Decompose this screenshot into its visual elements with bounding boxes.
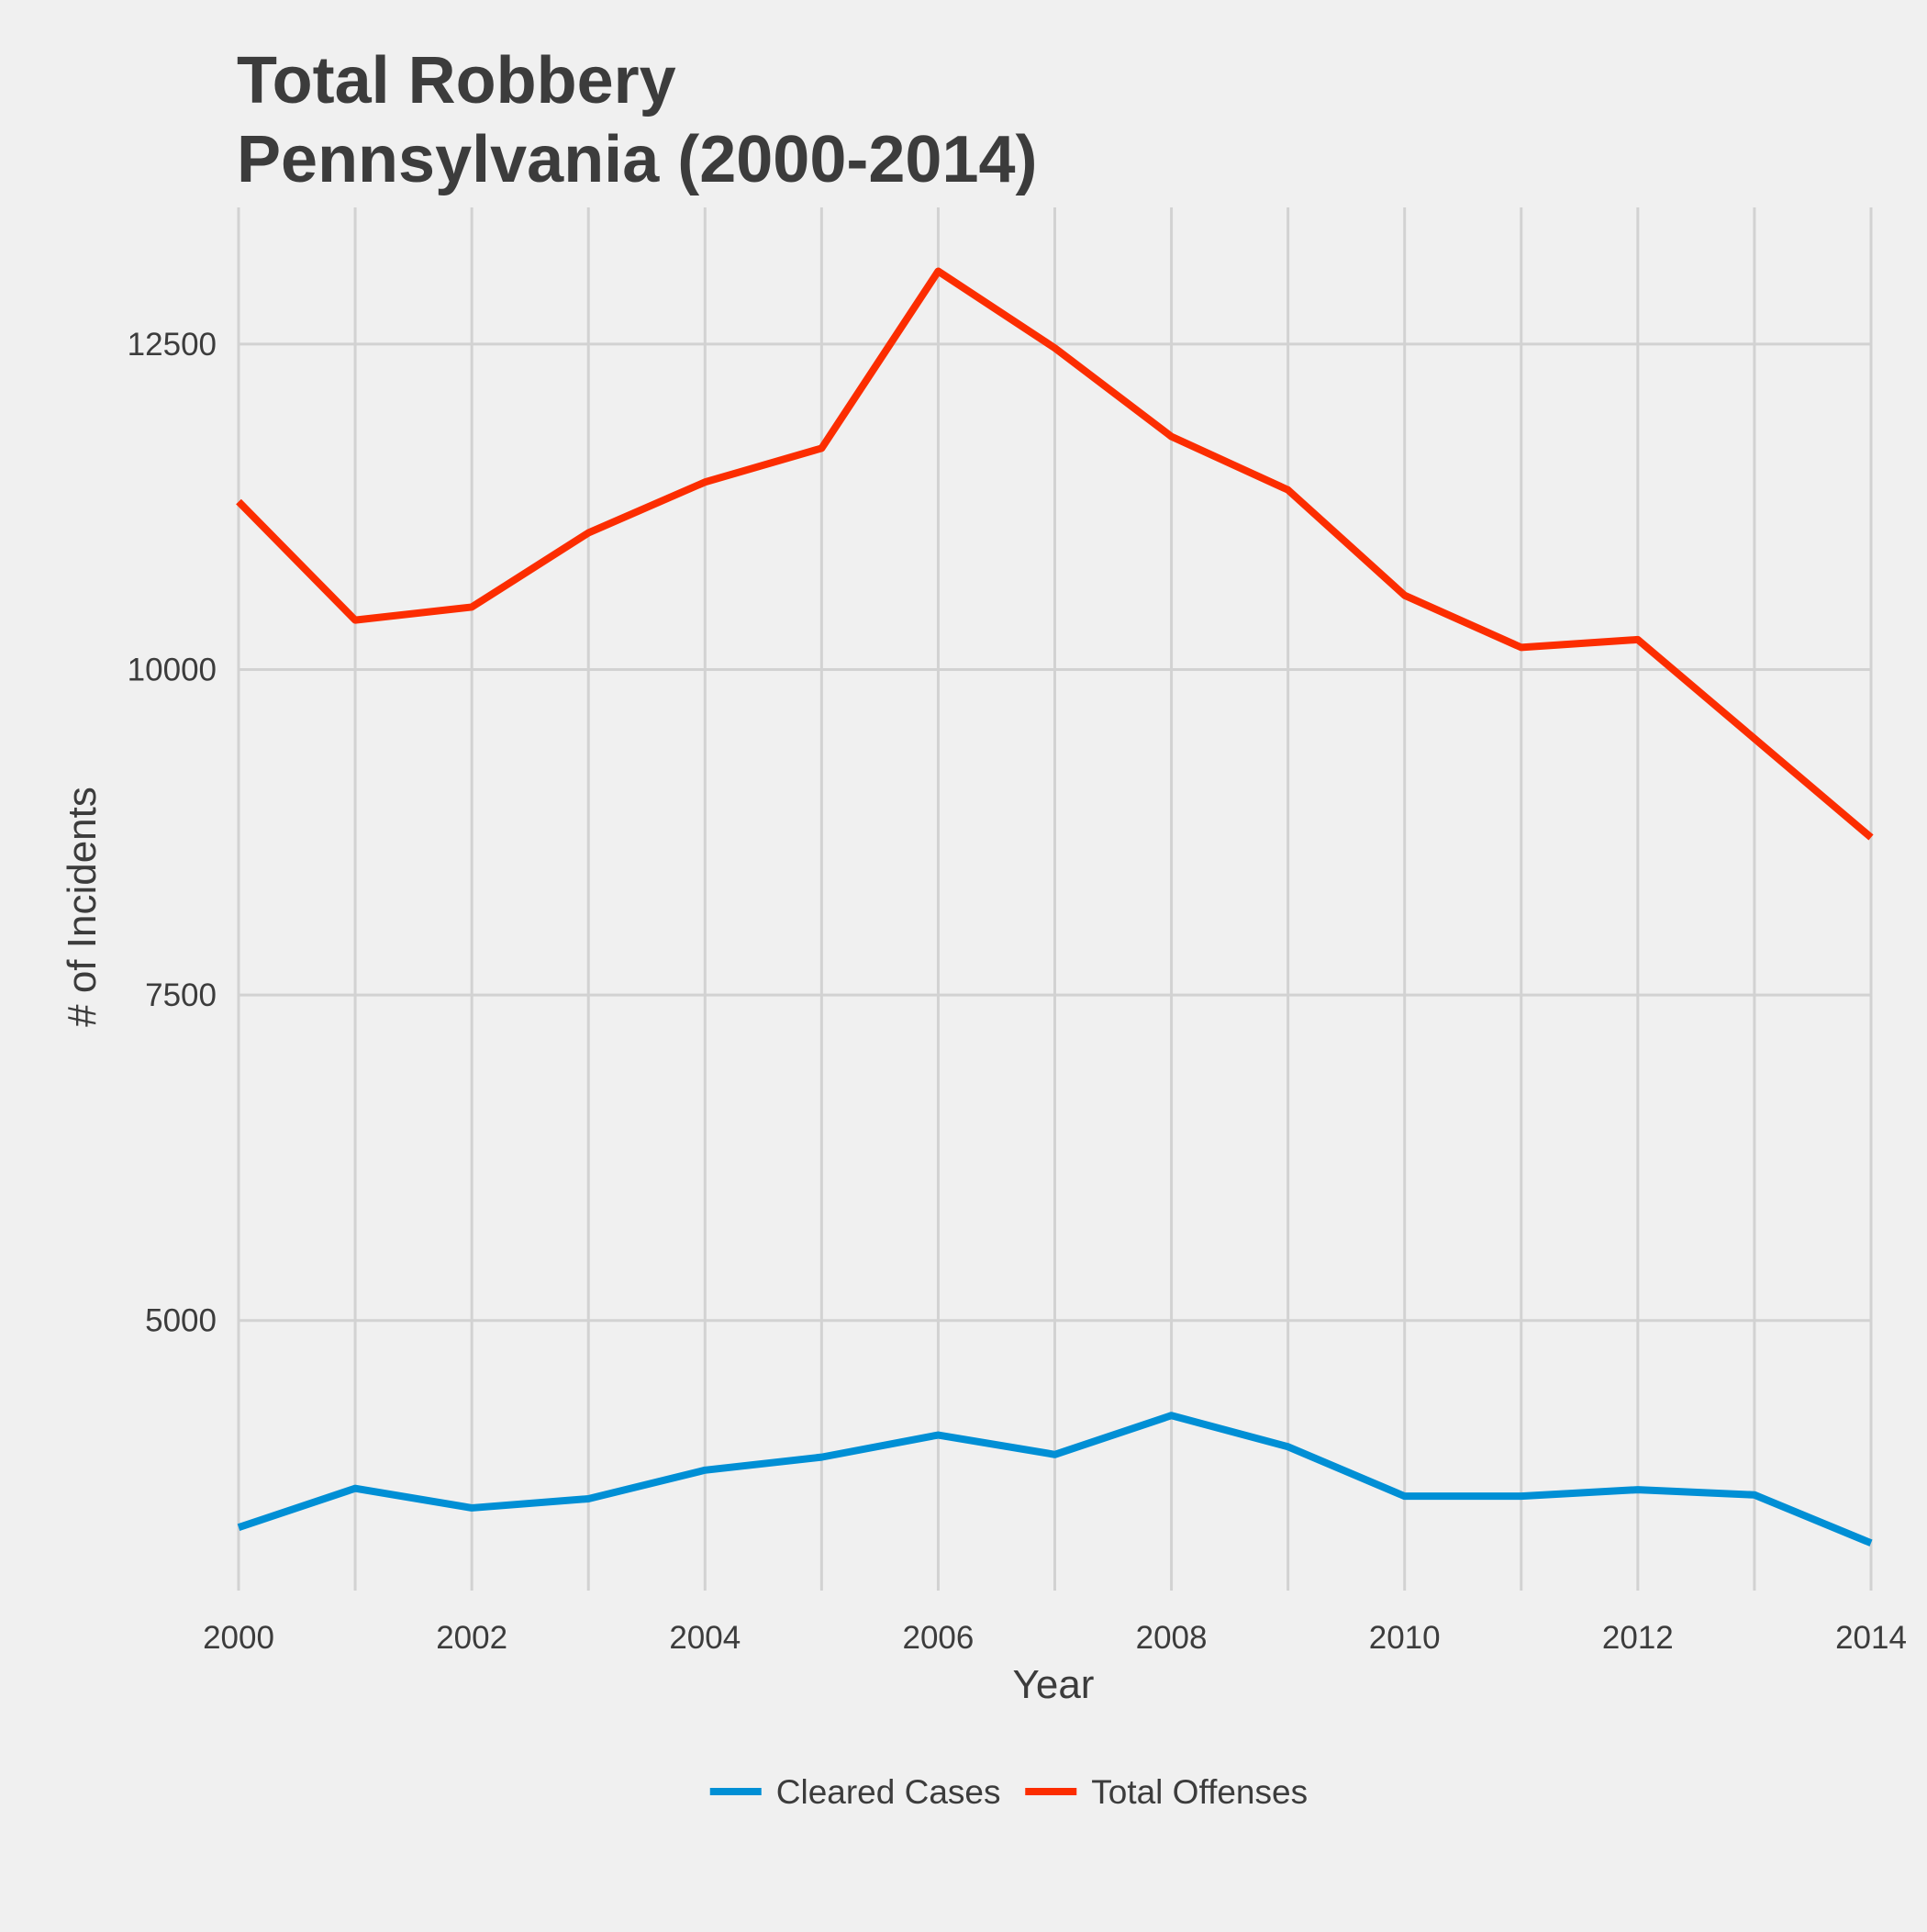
y-axis-tick-labels: 5000 7500 10000 12500 bbox=[128, 327, 217, 1339]
legend-label-cleared-cases: Cleared Cases bbox=[776, 1773, 1001, 1811]
y-tick-label-5000: 5000 bbox=[145, 1303, 217, 1339]
x-tick-label-2000: 2000 bbox=[203, 1620, 274, 1656]
chart-title-line-1: Total Robbery bbox=[237, 44, 676, 117]
series-line-total-offenses bbox=[236, 267, 1874, 841]
y-tick-label-12500: 12500 bbox=[128, 327, 217, 363]
y-tick-label-7500: 7500 bbox=[145, 977, 217, 1013]
vertical-gridlines bbox=[237, 207, 1873, 1591]
x-tick-label-2012: 2012 bbox=[1602, 1620, 1674, 1656]
legend-label-total-offenses: Total Offenses bbox=[1091, 1773, 1308, 1811]
x-axis-tick-labels: 2000 2002 2004 2006 2008 2010 2012 2014 bbox=[203, 1620, 1907, 1656]
x-tick-label-2014: 2014 bbox=[1835, 1620, 1907, 1656]
x-tick-label-2002: 2002 bbox=[436, 1620, 507, 1656]
chart-title-line-2: Pennsylvania (2000-2014) bbox=[237, 123, 1038, 196]
x-tick-label-2010: 2010 bbox=[1369, 1620, 1441, 1656]
x-tick-label-2008: 2008 bbox=[1136, 1620, 1208, 1656]
x-axis-title: Year bbox=[1013, 1662, 1095, 1707]
legend: Cleared Cases Total Offenses bbox=[709, 1773, 1308, 1811]
x-tick-label-2004: 2004 bbox=[669, 1620, 741, 1656]
series-line-cleared-cases bbox=[237, 1412, 1873, 1547]
x-tick-label-2006: 2006 bbox=[902, 1620, 974, 1656]
y-axis-title: # of Incidents bbox=[60, 787, 105, 1027]
y-tick-label-10000: 10000 bbox=[128, 653, 217, 688]
horizontal-gridlines bbox=[239, 342, 1871, 1323]
series-lines bbox=[236, 267, 1874, 1547]
